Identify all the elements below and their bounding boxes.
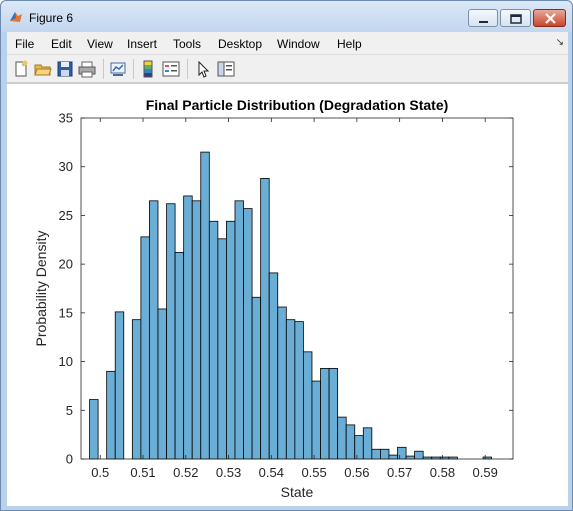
maximize-icon bbox=[510, 14, 522, 24]
y-axis-label: Probability Density bbox=[33, 231, 49, 347]
histogram-bar bbox=[311, 380, 321, 460]
minimize-icon bbox=[479, 21, 488, 23]
property-editor-icon[interactable] bbox=[216, 59, 236, 79]
histogram-bar bbox=[285, 319, 296, 460]
menu-window[interactable]: Window bbox=[277, 37, 320, 51]
window-title: Figure 6 bbox=[29, 11, 74, 25]
y-tick-label: 0 bbox=[66, 452, 73, 467]
y-tick-label: 25 bbox=[59, 208, 73, 223]
histogram-bar bbox=[114, 311, 125, 460]
histogram-bar bbox=[388, 454, 398, 460]
title-bar[interactable]: Figure 6 bbox=[1, 1, 572, 32]
y-tick-label: 35 bbox=[59, 111, 73, 126]
histogram-bar bbox=[405, 455, 416, 460]
minimize-button[interactable] bbox=[468, 9, 498, 27]
histogram-bar bbox=[157, 308, 167, 460]
histogram-bar bbox=[217, 238, 227, 460]
histogram-chart: 0.5 0.51 0.52 0.53 0.54 0.55 0.56 0.57 0.58 0.59 0… bbox=[33, 97, 514, 500]
histogram-bar bbox=[328, 367, 339, 460]
histogram-bar bbox=[149, 200, 159, 460]
menu-insert[interactable]: Insert bbox=[127, 37, 158, 51]
histogram-bar bbox=[226, 220, 236, 460]
histogram-bar bbox=[174, 252, 185, 460]
histogram-bar bbox=[371, 448, 381, 460]
x-axis-label: State bbox=[281, 484, 314, 500]
histogram-bar bbox=[166, 203, 176, 460]
histogram-bar bbox=[200, 151, 210, 460]
x-tick-label: 0.59 bbox=[473, 465, 498, 480]
histogram-bar bbox=[191, 200, 202, 460]
histogram-bar bbox=[234, 200, 244, 460]
toolbar-separator bbox=[133, 59, 134, 79]
menu-help[interactable]: Help bbox=[337, 37, 362, 51]
menu-desktop[interactable]: Desktop bbox=[218, 37, 263, 51]
toolbar-separator bbox=[103, 59, 104, 79]
maximize-button[interactable] bbox=[500, 9, 531, 27]
toolbar-separator bbox=[187, 59, 188, 79]
histogram-bar bbox=[354, 435, 364, 460]
menu-edit[interactable]: Edit bbox=[51, 37, 72, 51]
chart-title: Final Particle Distribution (Degradation… bbox=[146, 97, 449, 113]
x-tick-label: 0.52 bbox=[173, 465, 198, 480]
figure-canvas: 0.5 0.51 0.52 0.53 0.54 0.55 0.56 0.57 0.58 0.59 0… bbox=[7, 84, 568, 506]
x-tick-label: 0.5 bbox=[91, 465, 109, 480]
x-tick-label: 0.56 bbox=[344, 465, 369, 480]
histogram-bar bbox=[268, 272, 279, 460]
y-tick-label: 5 bbox=[66, 403, 73, 418]
close-icon bbox=[545, 13, 556, 24]
print-icon[interactable] bbox=[77, 59, 97, 79]
menu-bar: File Edit View Insert Tools Desktop Wind… bbox=[7, 32, 568, 55]
dock-arrow-icon[interactable]: ↘ bbox=[555, 37, 564, 48]
save-icon[interactable] bbox=[55, 59, 75, 79]
histogram-bar bbox=[380, 448, 390, 460]
y-tick-label: 20 bbox=[59, 257, 73, 272]
histogram-bar bbox=[251, 296, 262, 460]
histogram-bar bbox=[260, 178, 270, 460]
histogram-bar bbox=[303, 351, 313, 460]
x-tick-label: 0.51 bbox=[130, 465, 155, 480]
link-plot-icon[interactable] bbox=[108, 59, 128, 79]
x-tick-label: 0.58 bbox=[430, 465, 455, 480]
menu-tools[interactable]: Tools bbox=[173, 37, 202, 51]
matlab-icon bbox=[10, 12, 22, 22]
x-tick-label: 0.53 bbox=[216, 465, 241, 480]
legend-icon[interactable] bbox=[161, 59, 181, 79]
toolbar bbox=[7, 55, 568, 83]
x-tick-label: 0.54 bbox=[259, 465, 284, 480]
x-tick-label: 0.57 bbox=[387, 465, 412, 480]
histogram-bar bbox=[183, 195, 193, 460]
histogram-bar bbox=[362, 427, 373, 460]
histogram-bar bbox=[89, 399, 99, 460]
colorbar-icon[interactable] bbox=[138, 59, 158, 79]
menu-file[interactable]: File bbox=[15, 37, 35, 51]
x-tick-label: 0.55 bbox=[301, 465, 326, 480]
histogram-bar bbox=[345, 424, 356, 460]
histogram-bar bbox=[320, 367, 330, 460]
histogram-bar bbox=[106, 370, 116, 460]
y-tick-label: 10 bbox=[59, 354, 73, 369]
new-figure-icon[interactable] bbox=[11, 59, 31, 79]
menu-view[interactable]: View bbox=[87, 37, 113, 51]
histogram-bar bbox=[277, 306, 287, 460]
open-folder-icon[interactable] bbox=[33, 59, 53, 79]
histogram-bar bbox=[294, 321, 304, 460]
pointer-icon[interactable] bbox=[193, 59, 213, 79]
histogram-bar bbox=[414, 450, 424, 460]
histogram-bar bbox=[337, 416, 347, 460]
histogram-bar bbox=[243, 208, 253, 460]
histogram-bar bbox=[140, 236, 150, 460]
close-button[interactable] bbox=[533, 9, 566, 27]
y-tick-label: 15 bbox=[59, 305, 73, 320]
y-tick-label: 30 bbox=[59, 159, 73, 174]
histogram-bar bbox=[208, 220, 219, 460]
histogram-bar bbox=[131, 319, 142, 460]
axes-box bbox=[80, 117, 514, 460]
histogram-bar bbox=[397, 446, 407, 460]
